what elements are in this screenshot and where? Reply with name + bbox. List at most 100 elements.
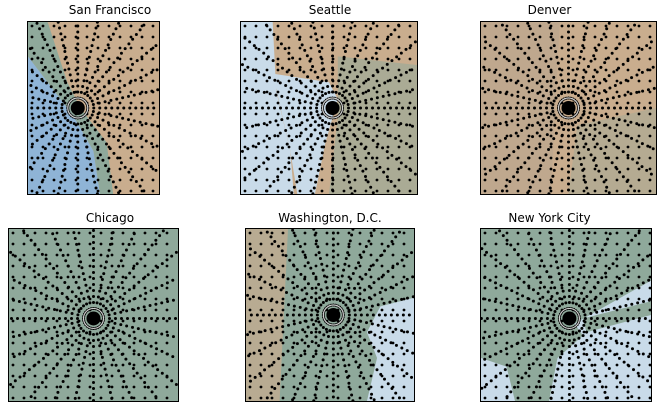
grid-dot [66,308,70,312]
spoke-dot [621,37,625,41]
spoke-dot [34,289,38,293]
grid-dot [380,242,384,246]
grid-dot [560,178,564,182]
grid-dot [637,68,641,72]
spoke-dot [572,338,576,342]
spoke-dot [45,121,49,125]
spoke-dot [383,106,387,110]
spoke-dot [322,274,326,278]
grid-dot [364,57,368,61]
spoke-dot [339,67,343,71]
spoke-dot [346,174,350,178]
grid-dot [527,35,531,39]
grid-dot [77,275,81,279]
spoke-dot [548,26,552,30]
spoke-dot [340,119,344,123]
grid-dot [143,374,147,378]
spoke-dot [582,174,586,178]
spoke-dot [86,61,90,65]
grid-dot [287,156,291,160]
spoke-dot [350,233,354,237]
spoke-dot [552,75,556,79]
spoke-dot [108,65,112,69]
spoke-dot [503,106,506,110]
spoke-dot [505,331,509,335]
grid-dot [505,123,509,127]
grid-dot [41,101,45,105]
spoke-dot [107,248,111,252]
grid-dot [44,363,48,367]
grid-dot [85,156,89,160]
grid-dot [505,189,509,193]
spoke-dot [567,288,571,292]
grid-dot [516,352,520,356]
spoke-dot [388,134,392,138]
grid-dot [538,156,542,160]
spoke-dot [567,282,571,286]
grid-dot [292,297,296,301]
spoke-dot [255,313,259,317]
spoke-dot [487,124,491,128]
spoke-dot [508,269,512,273]
spoke-dot [405,123,409,127]
grid-dot [140,134,144,138]
spoke-dot [128,299,132,303]
spoke-dot [549,120,553,124]
grid-dot [44,396,48,400]
spoke-dot [143,381,147,385]
grid-dot [494,189,498,193]
spoke-dot [310,318,314,322]
spoke-dot [274,93,278,97]
grid-dot [626,167,630,171]
spoke-dot [107,131,111,135]
spoke-dot [111,358,115,362]
spoke-dot [111,326,115,330]
spoke-dot [503,265,507,269]
spoke-dot [545,123,549,127]
spoke-dot [280,94,284,98]
spoke-dot [60,38,64,42]
spoke-dot [286,116,290,120]
spoke-dot [576,277,580,281]
grid-dot [386,189,390,193]
spoke-dot [12,335,16,339]
spoke-dot [74,295,78,299]
spoke-dot [287,323,291,327]
spoke-dot [276,382,280,386]
spoke-dot [100,277,104,281]
spoke-dot [640,70,644,74]
map-seattle [240,21,418,195]
spoke-dot [116,156,120,160]
grid-dot [298,57,302,61]
spoke-dot [567,152,570,156]
spoke-dot [90,44,94,48]
grid-dot [33,341,37,345]
spoke-dot [139,257,143,261]
spoke-dot [241,63,244,67]
spoke-dot [321,119,325,123]
spoke-dot [51,158,55,162]
spoke-dot [338,286,342,290]
spoke-dot [324,299,328,303]
grid-dot [110,374,114,378]
grid-dot [281,330,285,334]
spoke-dot [85,126,89,130]
spoke-dot [498,229,502,233]
spoke-dot [515,170,519,174]
grid-dot [336,385,340,389]
spoke-dot [534,174,538,178]
spoke-dot [331,164,335,168]
grid-dot [347,396,351,400]
spoke-dot [79,291,83,295]
grid-dot [516,363,520,367]
spoke-dot [322,333,326,337]
spoke-dot [481,247,484,251]
spoke-dot [515,42,519,46]
spoke-dot [553,123,557,127]
spoke-dot [582,110,586,114]
spoke-dot [483,276,487,280]
spoke-dot [527,56,531,60]
grid-dot [615,79,619,83]
grid-dot [397,46,401,50]
spoke-dot [550,352,554,356]
